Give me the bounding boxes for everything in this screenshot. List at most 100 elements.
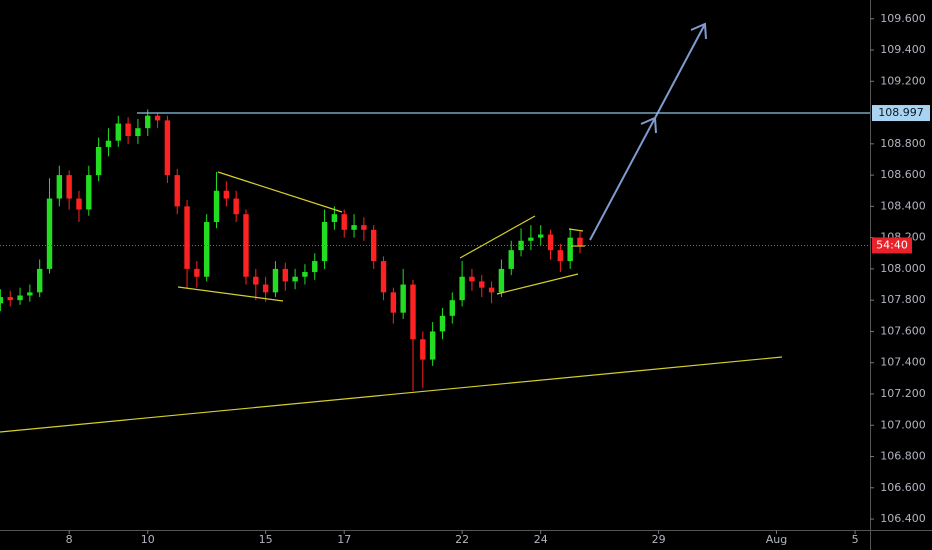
candle-body — [0, 297, 4, 304]
candle-body — [439, 315, 446, 332]
candle-body — [46, 198, 53, 269]
candle-body — [233, 198, 239, 215]
candle-body — [125, 123, 131, 137]
candle-body — [370, 229, 377, 262]
y-tick-label: 107.000 — [880, 418, 926, 431]
projection-arrow — [589, 22, 707, 241]
overlays: 108.997 54:40 — [0, 105, 930, 254]
candle-body — [164, 120, 171, 176]
y-tick-label: 107.800 — [880, 293, 926, 306]
y-tick-label: 107.400 — [880, 356, 926, 369]
candle-body — [36, 268, 43, 293]
candle-body — [302, 272, 308, 277]
y-tick-label: 106.600 — [880, 481, 926, 494]
trend-line — [496, 273, 579, 295]
candle-body — [577, 237, 583, 246]
y-tick-label: 108.000 — [880, 262, 926, 275]
candle-body — [341, 214, 347, 230]
y-tick-label: 107.200 — [880, 387, 926, 400]
candle-body — [17, 295, 23, 301]
candle-body — [272, 268, 279, 293]
candle-body — [145, 115, 151, 129]
candle-body — [518, 240, 524, 251]
trend-line — [177, 286, 284, 302]
x-tick-label: 5 — [852, 533, 859, 546]
arrow-head — [690, 22, 707, 40]
arrow-head — [640, 116, 657, 134]
candle-body — [56, 175, 63, 199]
x-tick-label: 8 — [66, 533, 73, 546]
candle-body — [282, 268, 288, 282]
candle-body — [420, 339, 426, 360]
candle-body — [479, 281, 485, 288]
resistance-label: 108.997 — [878, 106, 924, 119]
y-tick-label: 108.800 — [880, 137, 926, 150]
candle-body — [135, 128, 141, 137]
candle-body — [203, 222, 210, 277]
candle-body — [400, 284, 406, 313]
candle-body — [538, 234, 544, 238]
x-tick-label: 22 — [455, 533, 469, 546]
y-tick-label: 109.600 — [880, 12, 926, 25]
candle-body — [557, 250, 564, 262]
candle-body — [547, 234, 554, 251]
candle-body — [7, 297, 13, 301]
y-tick-label: 107.600 — [880, 324, 926, 337]
candle-body — [243, 214, 249, 277]
y-tick-label: 106.800 — [880, 450, 926, 463]
candle-body — [105, 140, 112, 147]
drawings — [0, 171, 783, 433]
candle-body — [498, 268, 505, 293]
y-tick-label: 108.400 — [880, 199, 926, 212]
candle-body — [361, 225, 367, 230]
candle-body — [429, 331, 436, 360]
candle-body — [380, 261, 387, 293]
candle-body — [459, 276, 465, 301]
candle-body — [351, 225, 357, 230]
candle-body — [115, 123, 121, 141]
trend-line — [459, 215, 536, 259]
candle-body — [292, 276, 298, 282]
x-tick-label: Aug — [766, 533, 787, 546]
y-tick-label: 109.200 — [880, 74, 926, 87]
candle-body — [223, 190, 230, 199]
candle-body — [194, 268, 200, 277]
candle-body — [449, 300, 455, 316]
y-tick-label: 109.400 — [880, 43, 926, 56]
candle-body — [390, 292, 397, 313]
countdown-tag — [872, 237, 912, 254]
candle-body — [567, 237, 573, 262]
candle-body — [488, 287, 495, 293]
trend-line — [568, 228, 584, 232]
candle-body — [528, 237, 534, 241]
candle-body — [184, 206, 190, 269]
x-tick-label: 15 — [259, 533, 273, 546]
candle-body — [410, 284, 416, 340]
candle-body — [27, 292, 33, 296]
candle-body — [174, 175, 180, 207]
countdown-label: 54:40 — [876, 238, 908, 251]
x-tick-label: 10 — [141, 533, 155, 546]
candle-body — [262, 284, 269, 293]
candle-body — [331, 214, 338, 223]
candle-body — [253, 276, 259, 285]
candle-body — [213, 190, 220, 223]
candle-body — [154, 115, 161, 121]
y-tick-label: 108.600 — [880, 168, 926, 181]
x-tick-label: 24 — [534, 533, 548, 546]
candle-body — [312, 261, 318, 273]
candle-body — [86, 175, 92, 210]
candle-body — [508, 250, 514, 269]
candle-body — [469, 276, 475, 282]
resistance-tag — [872, 105, 930, 122]
candle-body — [76, 198, 82, 210]
x-tick-label: 29 — [652, 533, 666, 546]
candle-body — [95, 146, 102, 176]
candle-body — [321, 222, 328, 262]
trend-line — [217, 171, 343, 213]
candle-body — [66, 175, 72, 199]
